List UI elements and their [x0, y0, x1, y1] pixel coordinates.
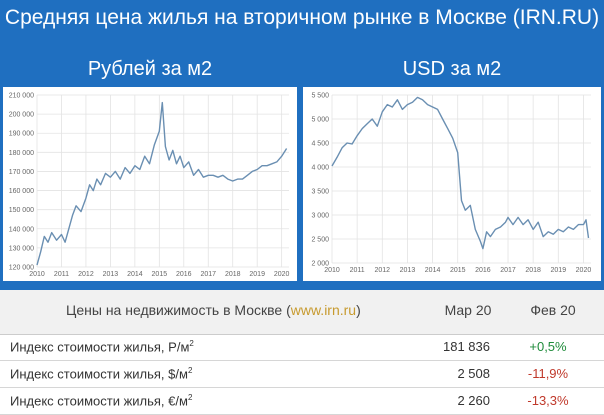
x-tick-label: 2018 — [525, 267, 541, 274]
row-label-text: Индекс стоимости жилья, €/м — [10, 393, 188, 409]
table-row: Индекс стоимости жилья, Р/м2 181 836 +0,… — [0, 334, 604, 361]
y-tick-label: 170 000 — [9, 169, 34, 176]
y-tick-label: 200 000 — [9, 112, 34, 119]
y-tick-label: 3 500 — [311, 189, 329, 196]
x-tick-label: 2012 — [78, 271, 94, 278]
row-label-text: Индекс стоимости жилья, Р/м — [10, 339, 190, 355]
x-tick-label: 2020 — [274, 271, 290, 278]
row-value: 2 508 — [457, 366, 490, 381]
x-tick-label: 2015 — [450, 267, 466, 274]
column-current: Мар 20 — [444, 302, 492, 318]
x-tick-label: 2017 — [500, 267, 516, 274]
x-tick-label: 2019 — [551, 267, 567, 274]
y-tick-label: 140 000 — [9, 226, 34, 233]
usd-chart: 2 000 2 500 3 000 3 500 4 000 4 500 5 000 5 500… — [311, 93, 592, 275]
x-tick-label: 2015 — [152, 271, 168, 278]
x-tick-label: 2010 — [29, 271, 45, 278]
y-tick-label: 5 500 — [311, 93, 329, 100]
y-tick-label: 4 500 — [311, 141, 329, 148]
table-row: Индекс стоимости жилья, $/м2 2 508 -11,9… — [0, 361, 604, 388]
y-tick-label: 130 000 — [9, 245, 34, 252]
y-tick-label: 160 000 — [9, 188, 34, 195]
column-change: Фев 20 — [530, 302, 576, 318]
y-tick-label: 210 000 — [9, 93, 34, 100]
row-label-sup: 2 — [187, 393, 193, 402]
x-tick-label: 2011 — [54, 271, 69, 278]
row-label-sup: 2 — [187, 366, 193, 375]
y-tick-label: 2 000 — [311, 261, 329, 268]
row-change: -11,9% — [527, 366, 569, 381]
irn-link[interactable]: www.irn.ru — [290, 302, 357, 318]
y-tick-label: 4 000 — [311, 165, 329, 172]
right-chart-subtitle: USD за м2 — [402, 58, 502, 80]
y-tick-label: 3 000 — [311, 213, 329, 220]
x-tick-label: 2016 — [475, 267, 491, 274]
x-tick-label: 2014 — [425, 267, 441, 274]
x-tick-label: 2017 — [200, 271, 216, 278]
rub-chart: 120 000 130 000 140 000 150 000 160 000 170 0… — [9, 93, 290, 279]
row-label-text: Индекс стоимости жилья, $/м — [10, 366, 188, 382]
row-label: Индекс стоимости жилья, €/м2 — [10, 393, 192, 408]
x-tick-label: 2014 — [127, 271, 143, 278]
x-tick-label: 2013 — [400, 267, 416, 274]
left-chart-subtitle: Рублей за м2 — [87, 58, 213, 80]
row-value: 2 260 — [457, 393, 490, 408]
x-tick-label: 2013 — [103, 271, 119, 278]
page-title: Средняя цена жилья на вторичном рынке в … — [4, 6, 600, 29]
x-tick-label: 2020 — [576, 267, 592, 274]
table-row: Индекс стоимости жилья, €/м2 2 260 -13,3… — [0, 388, 604, 415]
series-line — [36, 101, 288, 266]
header-suffix: ) — [356, 302, 361, 318]
x-tick-label: 2019 — [249, 271, 265, 278]
header-text: Цены на недвижимость в Москве ( — [66, 302, 291, 318]
y-tick-label: 180 000 — [9, 150, 34, 157]
row-value: 181 836 — [443, 339, 490, 354]
x-tick-label: 2012 — [375, 267, 391, 274]
row-label: Индекс стоимости жилья, $/м2 — [10, 366, 192, 381]
x-tick-label: 2011 — [350, 267, 365, 274]
row-change: -13,3% — [527, 393, 569, 408]
table-header: Цены на недвижимость в Москве (www.irn.r… — [0, 290, 604, 335]
series-line — [331, 96, 590, 250]
row-change: +0,5% — [529, 339, 567, 354]
x-tick-label: 2018 — [225, 271, 241, 278]
y-tick-label: 190 000 — [9, 131, 34, 138]
y-tick-label: 120 000 — [9, 265, 34, 272]
y-tick-label: 5 000 — [311, 117, 329, 124]
rub-chart-panel: 120 000 130 000 140 000 150 000 160 000 170 0… — [3, 87, 297, 281]
price-table: Цены на недвижимость в Москве (www.irn.r… — [0, 290, 604, 415]
y-tick-label: 150 000 — [9, 207, 34, 214]
usd-chart-panel: 2 000 2 500 3 000 3 500 4 000 4 500 5 000 5 500… — [303, 87, 601, 281]
x-tick-label: 2016 — [176, 271, 192, 278]
x-tick-label: 2010 — [324, 267, 340, 274]
row-label-sup: 2 — [189, 339, 194, 348]
table-header-title: Цены на недвижимость в Москве (www.irn.r… — [66, 302, 361, 318]
y-tick-label: 2 500 — [311, 237, 329, 244]
row-label: Индекс стоимости жилья, Р/м2 — [10, 339, 194, 354]
